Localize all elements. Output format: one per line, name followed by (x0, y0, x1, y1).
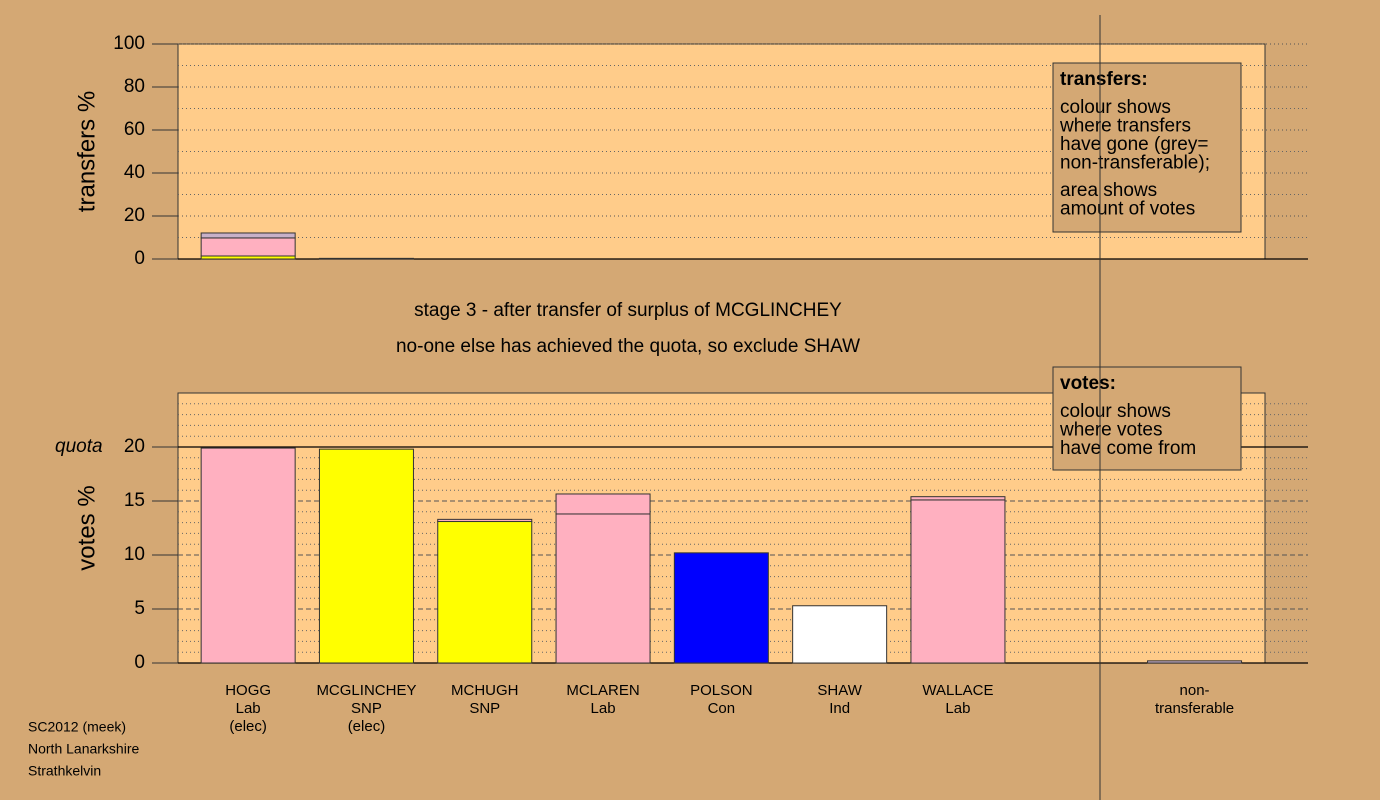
x-tick-label: Lab (591, 700, 616, 717)
x-tick-label: Con (708, 700, 736, 717)
legend-title: transfers: (1060, 69, 1148, 90)
bar-segment (200, 447, 296, 664)
legend-text: non-transferable); (1060, 153, 1210, 174)
legend-text: colour shows (1060, 97, 1171, 118)
x-tick-label: MCLAREN (566, 682, 639, 699)
bar-segment (437, 521, 533, 664)
legend-text: area shows (1060, 180, 1157, 201)
legend-box (1052, 62, 1242, 233)
y-tick-label: 0 (134, 248, 145, 269)
x-tick-label: SNP (469, 700, 500, 717)
y-tick-label: 20 (124, 205, 145, 226)
bar-segment (910, 499, 1006, 664)
y-axis-label: transfers % (73, 91, 100, 212)
legend-text: amount of votes (1060, 199, 1195, 220)
x-tick-label: SNP (351, 700, 382, 717)
x-tick-label: POLSON (690, 682, 753, 699)
x-tick-label: SHAW (817, 682, 862, 699)
bar-segment (555, 493, 651, 515)
bar-segment (1147, 660, 1243, 664)
x-tick-label: Lab (236, 700, 261, 717)
y-tick-label: 10 (124, 544, 145, 565)
legend-text: have gone (grey= (1060, 134, 1208, 155)
bar-segment (318, 448, 414, 664)
y-tick-label: 60 (124, 119, 145, 140)
x-tick-label: MCHUGH (451, 682, 519, 699)
footer: SC2012 (meek) (28, 719, 126, 735)
bar-segment (437, 518, 533, 523)
legend-text: where transfers (1059, 116, 1191, 137)
x-tick-label: (elec) (229, 718, 267, 735)
bar-segment (318, 257, 414, 260)
footer: North Lanarkshire (28, 741, 139, 757)
x-tick-label: HOGG (225, 682, 271, 699)
legend-text: colour shows (1060, 401, 1171, 422)
legend-title: votes: (1060, 373, 1116, 394)
x-tick-label: (elec) (348, 718, 386, 735)
stage-note: stage 3 - after transfer of surplus of M… (414, 300, 842, 321)
x-tick-label: Ind (829, 700, 850, 717)
y-tick-label: 20 (124, 436, 145, 457)
x-tick-label: transferable (1155, 700, 1234, 717)
x-tick-label: non- (1180, 682, 1210, 699)
y-axis-label: votes % (73, 485, 100, 570)
x-tick-label: Lab (945, 700, 970, 717)
y-tick-label: 5 (134, 598, 145, 619)
quota-label: quota (55, 436, 103, 457)
y-tick-label: 40 (124, 162, 145, 183)
y-tick-label: 100 (113, 33, 145, 54)
x-tick-label: WALLACE (922, 682, 993, 699)
bar-segment (555, 513, 651, 664)
y-tick-label: 15 (124, 490, 145, 511)
bar-segment (200, 237, 296, 257)
bar-segment (792, 605, 888, 664)
legend-text: have come from (1060, 438, 1196, 459)
x-tick-label: MCGLINCHEY (316, 682, 416, 699)
legend-box (1052, 366, 1242, 471)
y-tick-label: 80 (124, 76, 145, 97)
footer: Strathkelvin (28, 763, 101, 779)
bar-segment (200, 232, 296, 239)
bar-segment (673, 552, 769, 664)
y-tick-label: 0 (134, 652, 145, 673)
legend-text: where votes (1059, 420, 1162, 441)
bar-segment (910, 496, 1006, 501)
exclude-note: no-one else has achieved the quota, so e… (396, 336, 860, 357)
